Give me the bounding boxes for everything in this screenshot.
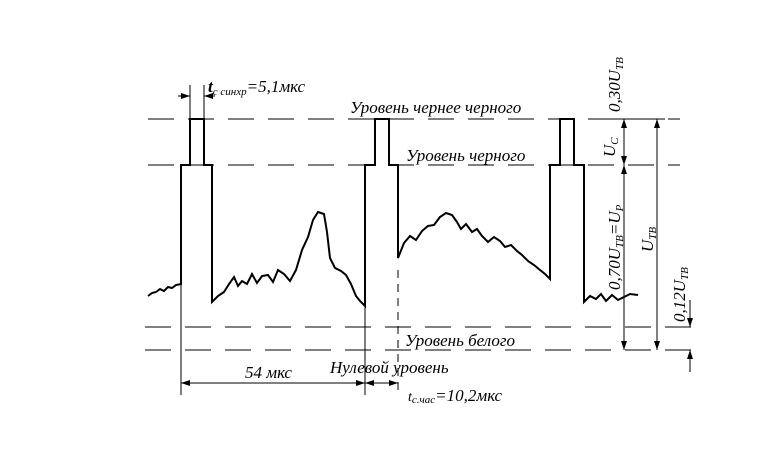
label-part: =10,2мкс [435, 386, 502, 405]
label-part: ТВ [614, 57, 626, 70]
label-part: 0,12U [670, 278, 689, 322]
label-part: t [408, 390, 413, 405]
amplitude-label: UC [600, 137, 621, 157]
amplitude-label: 0,70UТВ=UP [605, 204, 626, 290]
label-part: ТВ [679, 267, 691, 280]
sync-duration: tс синхр=5,1мкс [208, 77, 305, 98]
label-part: ТВ [614, 235, 626, 248]
level-label: Уровень чернее черного [350, 98, 521, 117]
line-duration: 54 мкс [245, 363, 292, 382]
label-part: с.час [412, 394, 435, 406]
label-part: t [208, 77, 214, 96]
amplitude-label: 0,30UТВ [605, 57, 626, 112]
level-lines [145, 118, 700, 351]
amplitude-label: 0,12UТВ [670, 267, 691, 322]
level-label: Нулевой уровень [329, 358, 449, 377]
label-part: C [609, 137, 621, 145]
label-part: 0,70U [605, 246, 624, 290]
label-part: P [614, 204, 626, 212]
level-label: Уровень черного [406, 146, 525, 165]
dimension-lines [178, 85, 693, 395]
label-part: с синхр [213, 86, 247, 98]
label-part: U [638, 238, 657, 252]
amplitude-label: UТВ [638, 227, 659, 252]
level-label: Уровень белого [405, 331, 515, 350]
label-part: =U [605, 210, 624, 235]
label-part: =5,1мкс [247, 77, 306, 96]
clock-duration: tс.час=10,2мкс [408, 386, 503, 406]
video-signal [147, 118, 639, 309]
label-part: 0,30U [605, 68, 624, 112]
label-part: ТВ [647, 227, 659, 240]
label-part: U [600, 143, 619, 157]
